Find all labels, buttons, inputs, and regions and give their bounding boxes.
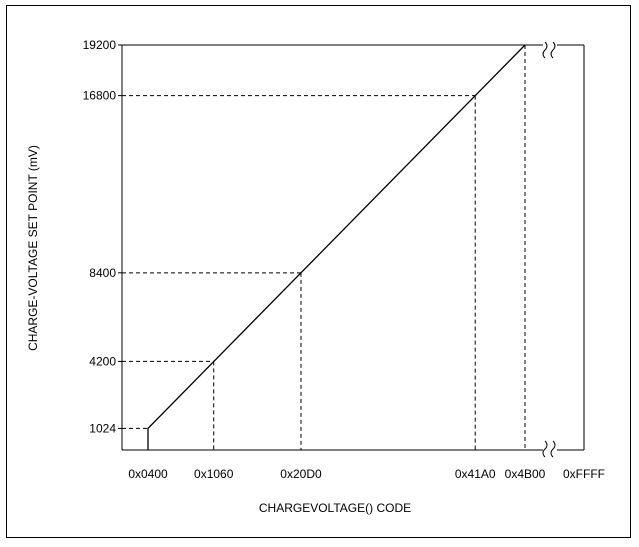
y-tick-label-0: 1024 [89, 421, 116, 435]
chart-frame [6, 5, 631, 538]
x-tick-label-1: 0x1060 [194, 467, 234, 481]
x-tick-label-3: 0x41A0 [455, 467, 496, 481]
x-tick-label-5: 0xFFFF [563, 467, 605, 481]
x-tick-label-0: 0x0400 [128, 467, 168, 481]
y-tick-label-3: 16800 [83, 89, 117, 103]
bottom-break-marker-right [550, 440, 556, 458]
top-break-marker-right [550, 41, 556, 59]
x-tick-label-2: 0x20D0 [280, 467, 322, 481]
x-tick-label-4: 0x4B00 [505, 467, 546, 481]
y-axis-label: CHARGE-VOLTAGE SET POINT (mV) [26, 145, 40, 351]
y-tick-label-4: 19200 [83, 38, 117, 52]
top-break-marker-left [542, 41, 548, 59]
y-tick-label-2: 8400 [89, 266, 116, 280]
plot-area: 1024 4200 8400 16800 19200 0x0400 0x1060 0x20D0… [83, 38, 605, 481]
y-tick-label-1: 4200 [89, 354, 116, 368]
series-line [147, 44, 526, 450]
x-axis-label: CHARGEVOLTAGE() CODE [259, 501, 411, 515]
bottom-break-marker-left [542, 440, 548, 458]
